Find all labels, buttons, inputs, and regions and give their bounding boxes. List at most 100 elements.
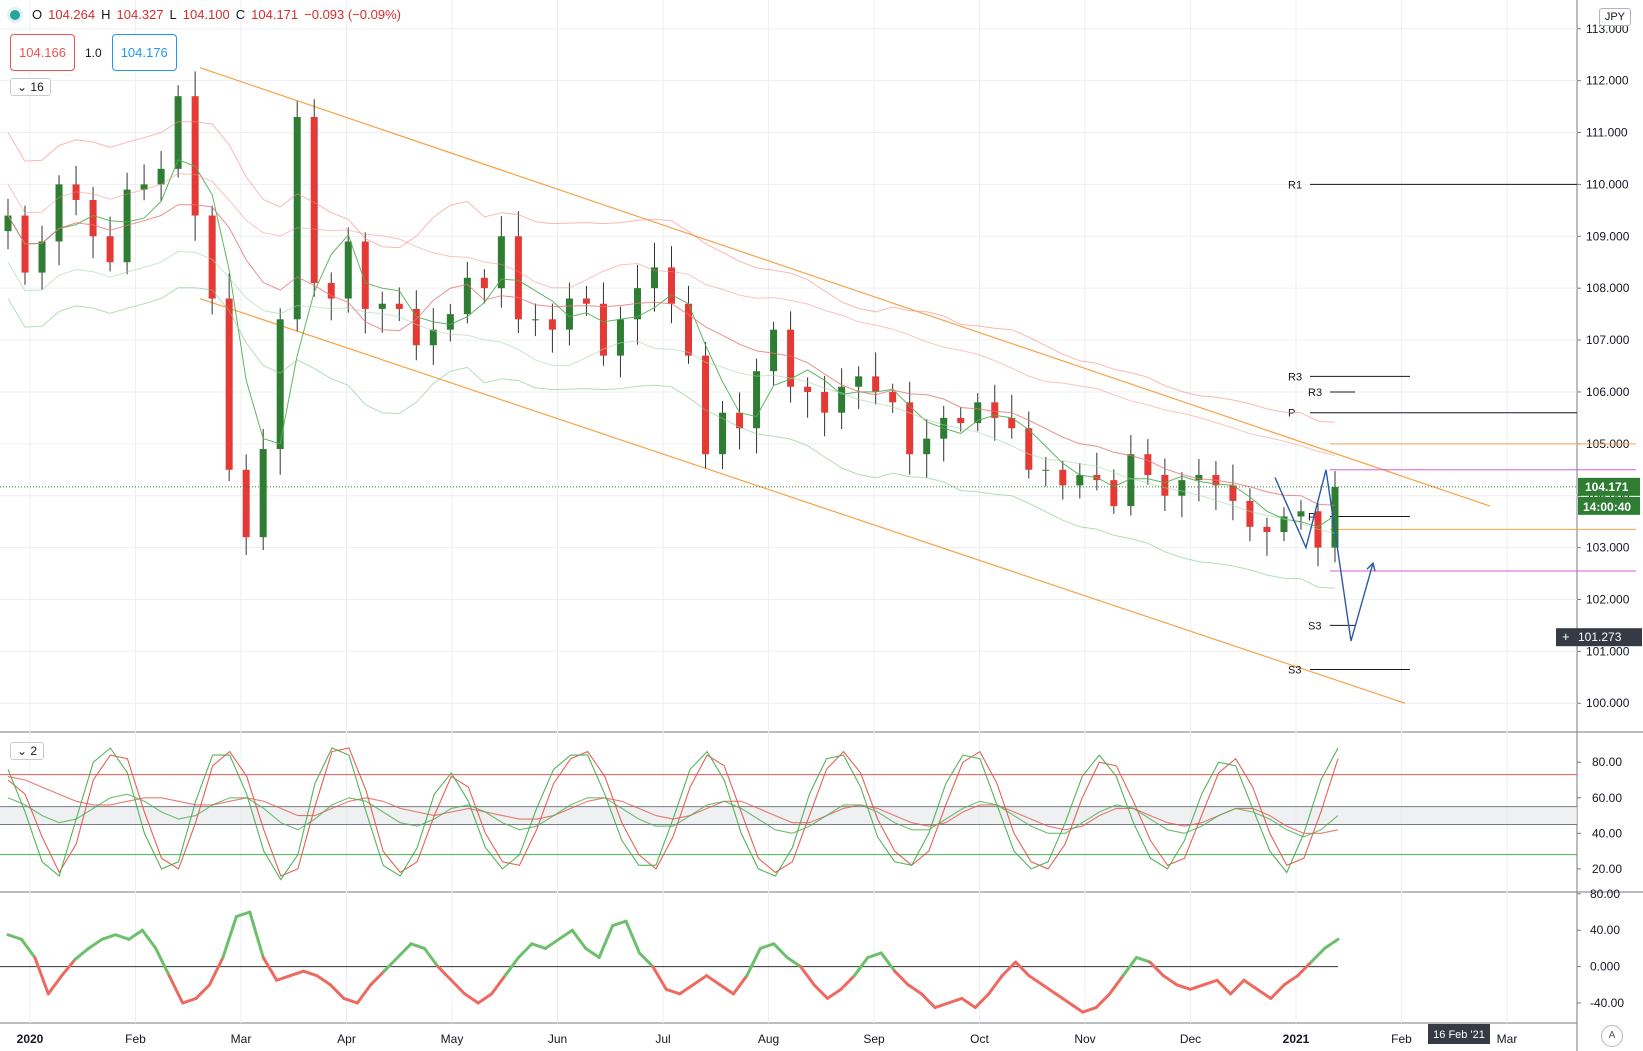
candle-body [1297,511,1305,517]
band-upper-line [7,121,1336,423]
momentum-segment [906,983,924,996]
candle-body [753,371,761,429]
currency-badge[interactable]: JPY [1598,8,1631,26]
momentum-segment [920,992,937,1010]
sell-button[interactable]: 104.166 [10,34,75,71]
momentum-segment [503,956,521,978]
trade-panel: 104.166 1.0 104.176 [10,34,177,71]
momentum-segment [718,983,735,996]
momentum-segment [19,937,37,959]
order-quantity[interactable]: 1.0 [85,45,102,60]
momentum-segment [60,957,77,978]
pivot-label: S3 [1288,665,1301,677]
momentum-segment [570,928,588,950]
main-pane-toggle[interactable]: ⌄ 16 [10,78,51,96]
momentum-segment [637,951,655,969]
candle-body [446,314,454,330]
candle-body [208,215,216,299]
time-tick-label: Aug [758,1032,779,1046]
momentum-segment [960,996,977,1010]
momentum-segment [1148,960,1165,978]
candle-body [123,189,131,263]
band-mid-lower-line [7,250,1336,534]
candle-body [55,184,63,242]
candle-body [1178,480,1186,496]
momentum-segment [812,983,829,1000]
buy-button[interactable]: 104.176 [111,34,177,71]
momentum-segment [611,919,628,928]
momentum-tick-label: 80.00 [1590,887,1620,901]
momentum-segment [46,974,64,996]
candle-body [429,329,437,346]
momentum-segment [933,1001,950,1010]
candle-body [974,402,982,424]
osc-tick-label: 40.00 [1592,826,1622,840]
momentum-segment [893,969,910,987]
momentum-segment [1054,992,1071,1005]
momentum-segment [436,965,453,982]
momentum-segment [517,942,534,959]
candle-body [702,355,710,455]
candle-body [412,308,420,346]
momentum-segment [799,965,816,987]
candle-body [923,438,931,455]
momentum-segment [248,910,265,959]
candle-body [531,319,539,321]
candle-body [1229,485,1237,501]
low-label: L [169,7,177,22]
candle-body [719,412,727,455]
time-tick-label: 2020 [17,1032,44,1046]
band-lower-line [7,287,1336,589]
price-tick-label: 107.000 [1586,333,1630,347]
momentum-segment [1121,956,1138,978]
momentum-segment [1067,1001,1085,1014]
candle-body [616,319,624,356]
candle-body [327,282,335,299]
momentum-segment [624,919,641,955]
candle-body [1042,469,1050,471]
candle-body [838,386,846,413]
candle-body [463,277,471,315]
momentum-segment [705,974,722,987]
price-tick-label: 112.000 [1586,74,1629,88]
momentum-segment [1081,1006,1098,1014]
time-tick-label: Dec [1180,1032,1201,1046]
pivot-label: R3 [1288,371,1302,383]
oscillator-pane-toggle[interactable]: ⌄ 2 [10,742,45,760]
main-pane-count: 16 [30,80,44,94]
change-value: −0.093 (−0.09%) [304,7,401,22]
momentum-segment [1175,983,1192,991]
momentum-segment [973,992,991,1010]
candle-body [957,417,965,424]
momentum-segment [275,974,292,982]
momentum-segment [1000,960,1018,978]
price-tick-label: 106.000 [1586,385,1630,399]
momentum-segment [584,946,601,959]
candle-body [480,277,488,289]
candle-body [38,241,46,273]
price-tick-label: 102.000 [1586,592,1630,606]
crosshair-date-tag [1428,1024,1490,1044]
momentum-segment [745,946,762,978]
momentum-tick-label: 0.000 [1590,960,1620,974]
close-label: C [235,7,246,22]
auto-scale-button[interactable]: A [1601,1025,1623,1047]
ma-fast-line [7,159,1336,528]
momentum-segment [866,951,883,959]
pivot-label: R3 [1308,387,1322,399]
momentum-segment [1296,960,1313,978]
pivot-label: R1 [1288,179,1302,191]
price-tick-label: 111.000 [1586,126,1628,140]
momentum-segment [691,974,709,987]
momentum-segment [369,969,386,987]
time-tick-label: 2021 [1283,1032,1310,1046]
candle-body [668,267,675,304]
momentum-segment [1202,978,1219,987]
momentum-segment [208,956,225,987]
candle-body [514,236,522,320]
momentum-segment [490,974,507,996]
candle-body [855,376,863,387]
osc-tick-label: 60.00 [1592,791,1622,805]
momentum-segment [100,933,117,941]
